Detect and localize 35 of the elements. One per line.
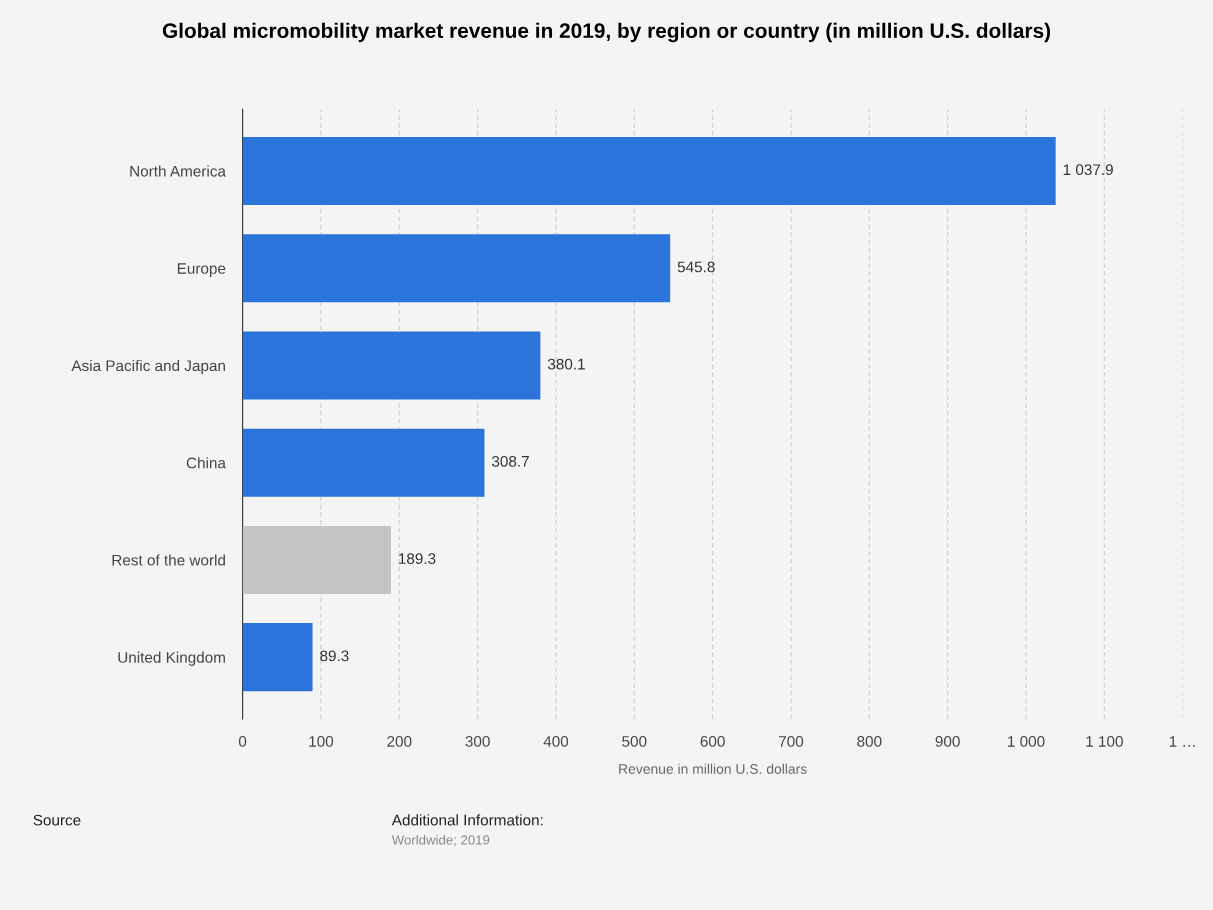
x-tick-label: 300	[465, 735, 490, 747]
bar	[242, 623, 313, 692]
x-tick-label: 900	[935, 735, 960, 747]
x-tick-label: 1 100	[1086, 735, 1123, 747]
y-tick-label: Asia Pacific and Japan	[71, 359, 225, 375]
x-tick-label: 1 …	[1169, 736, 1195, 747]
data-label: 1 037.9	[1063, 164, 1113, 176]
data-label: 189.3	[399, 553, 436, 565]
chart-title: Global micromobility market revenue in 2019, by region or country (in million U.S. dollars)	[162, 22, 1051, 43]
data-label: 89.3	[320, 650, 349, 662]
bar	[242, 136, 1056, 205]
text: Worldwide; 2019	[391, 834, 490, 847]
y-tick-label: Europe	[177, 263, 226, 277]
x-tick-label: 0	[238, 735, 247, 747]
bar	[242, 234, 671, 303]
y-tick-label: China	[186, 457, 226, 469]
x-tick-label: 600	[700, 735, 725, 747]
x-axis-title: Revenue in million U.S. dollars	[619, 763, 807, 774]
x-tick-label: 200	[387, 735, 412, 747]
data-label: 545.8	[677, 261, 715, 273]
text: Source	[33, 814, 81, 826]
y-tick-label: Rest of the world	[112, 554, 225, 566]
x-tick-label: 100	[309, 735, 334, 747]
data-label: 308.7	[491, 455, 529, 467]
x-tick-label: 400	[543, 735, 569, 747]
data-label: 380.1	[547, 358, 585, 370]
text: Additional Information:	[391, 814, 543, 826]
x-tick-label: 700	[779, 735, 804, 747]
y-tick-label: United Kingdom	[118, 651, 225, 666]
x-tick-label: 500	[622, 735, 647, 747]
bar	[242, 428, 485, 497]
x-tick-label: 1 000	[1008, 735, 1045, 747]
bar	[242, 331, 541, 400]
x-tick-label: 800	[857, 735, 882, 747]
y-tick-label: North America	[130, 165, 226, 177]
